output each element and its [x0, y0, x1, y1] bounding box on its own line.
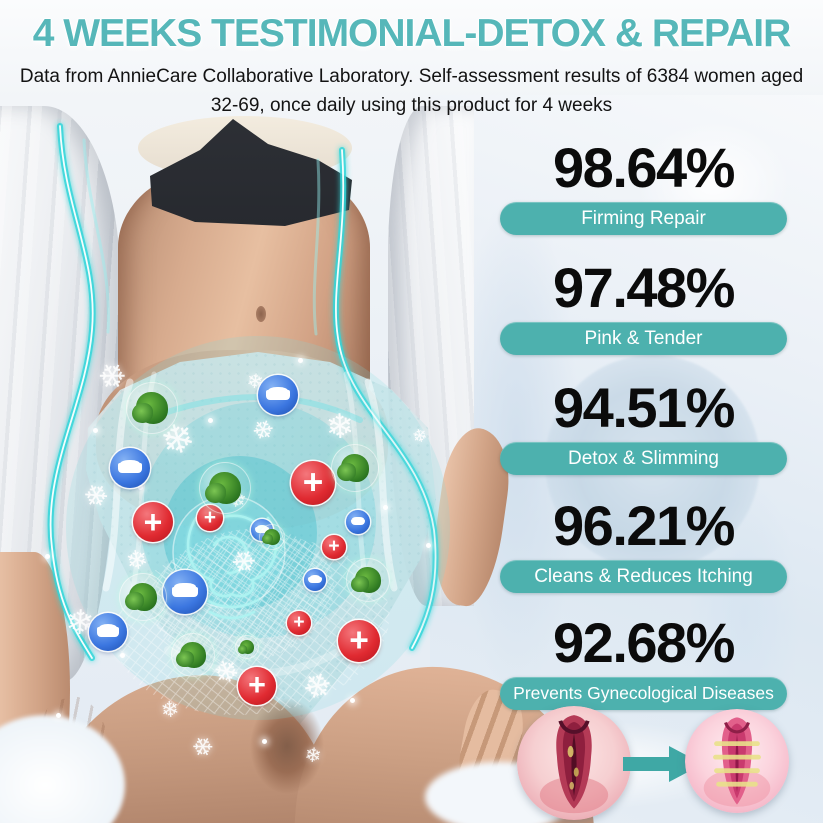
before-after [505, 700, 815, 823]
navel [256, 306, 266, 322]
stat-label-pill: Prevents Gynecological Diseases [500, 677, 787, 710]
stats-panel: 98.64% Firming Repair 97.48% Pink & Tend… [500, 0, 787, 760]
stat-value: 92.68% [553, 611, 735, 674]
stat-row: 92.68% Prevents Gynecological Diseases [500, 615, 787, 710]
stat-row: 97.48% Pink & Tender [500, 260, 787, 355]
header: 4 WEEKS TESTIMONIAL-DETOX & REPAIR Data … [0, 0, 823, 120]
stat-label-pill: Pink & Tender [500, 322, 787, 355]
stat-value: 94.51% [553, 376, 735, 439]
inflamed-tissue-illustration [517, 706, 631, 820]
page-title: 4 WEEKS TESTIMONIAL-DETOX & REPAIR [32, 12, 792, 55]
stat-label-pill: Detox & Slimming [500, 442, 787, 475]
stat-value: 98.64% [553, 136, 735, 199]
subtitle: Data from AnnieCare Collaborative Labora… [19, 66, 804, 116]
stat-row: 96.21% Cleans & Reduces Itching [500, 498, 787, 593]
stat-label-pill: Cleans & Reduces Itching [500, 560, 787, 593]
stat-value: 97.48% [553, 256, 735, 319]
stat-row: 98.64% Firming Repair [500, 140, 787, 235]
shadow [250, 698, 324, 794]
stat-value: 96.21% [553, 494, 735, 557]
stat-label-pill: Firming Repair [500, 202, 787, 235]
healthy-tissue-illustration [685, 709, 789, 813]
stat-row: 94.51% Detox & Slimming [500, 380, 787, 475]
